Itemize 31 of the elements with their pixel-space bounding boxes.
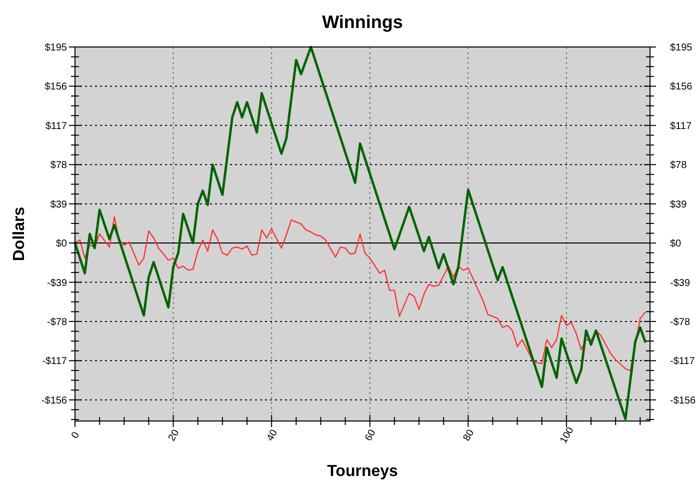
y-tick-label: -$156 xyxy=(41,395,68,406)
y2-tick-label: -$78 xyxy=(670,316,690,328)
y-tick-label: -$117 xyxy=(42,356,68,368)
line-series xyxy=(74,46,646,420)
y2-tick-label: $117 xyxy=(670,120,692,132)
y-tick-label: $195 xyxy=(44,42,68,54)
y2-tick-label: $39 xyxy=(670,199,688,210)
y2-tick-label: -$117 xyxy=(670,356,696,368)
x-tick-label: 60 xyxy=(363,428,378,444)
y2-tick-label: -$156 xyxy=(670,395,696,406)
x-tick-label: 20 xyxy=(166,428,182,444)
chart-title: Winnings xyxy=(322,12,403,32)
x-tick-label: 80 xyxy=(461,428,477,444)
y2-tick-label: $0 xyxy=(670,238,682,250)
y-tick-label: $117 xyxy=(45,120,68,132)
y-axis-title: Dollars xyxy=(11,206,28,262)
y2-tick-label: $78 xyxy=(670,160,688,172)
y-tick-label: $0 xyxy=(56,238,68,250)
y-tick-label: -$39 xyxy=(46,278,68,289)
y2-tick-label: $195 xyxy=(670,42,693,54)
y-tick-label: $78 xyxy=(50,160,68,172)
y2-tick-label: -$39 xyxy=(670,278,690,289)
x-tick-label: 100 xyxy=(558,425,576,446)
line-series xyxy=(74,216,646,372)
x-tick-label: 0 xyxy=(70,430,82,441)
y-tick-label: $156 xyxy=(44,82,68,93)
x-axis-title: Tourneys xyxy=(327,463,398,480)
y-tick-label: $39 xyxy=(50,199,68,210)
x-tick-label: 40 xyxy=(264,428,280,444)
y2-tick-label: $156 xyxy=(670,82,693,93)
y-tick-label: -$78 xyxy=(46,316,68,328)
